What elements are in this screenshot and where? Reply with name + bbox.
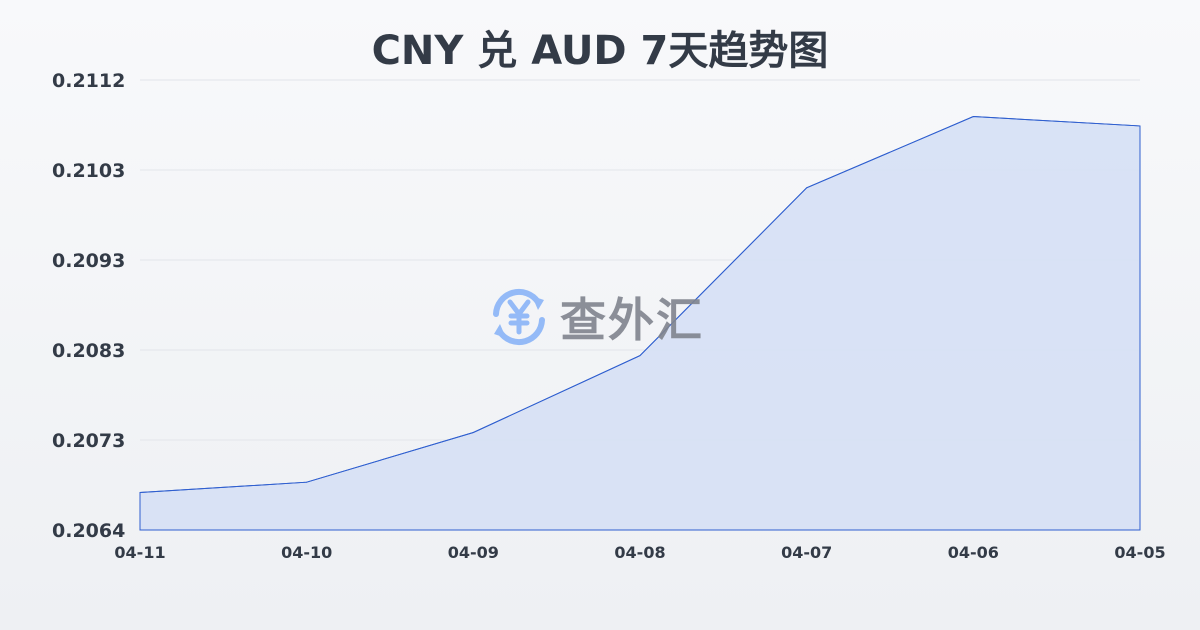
data-point xyxy=(472,432,474,433)
x-tick-label: 04-08 xyxy=(614,543,665,562)
x-tick-label: 04-07 xyxy=(781,543,832,562)
chart-title: CNY 兑 AUD 7天趋势图 xyxy=(371,28,829,74)
x-tick-label: 04-10 xyxy=(281,543,332,562)
y-tick-label: 0.2112 xyxy=(52,70,125,92)
y-tick-label: 0.2093 xyxy=(52,250,125,272)
y-tick-label: 0.2083 xyxy=(52,340,125,362)
data-point xyxy=(639,355,641,357)
data-point xyxy=(306,481,308,483)
y-tick-label: 0.2103 xyxy=(52,160,125,182)
x-tick-label: 04-06 xyxy=(948,543,999,562)
x-tick-label: 04-05 xyxy=(1114,543,1165,562)
yen-exchange-icon xyxy=(493,288,545,346)
y-tick-label: 0.2073 xyxy=(52,430,125,452)
y-tick-label: 0.2064 xyxy=(52,520,125,542)
data-point xyxy=(806,187,808,189)
x-tick-label: 04-11 xyxy=(114,543,165,562)
data-point xyxy=(139,492,141,493)
x-tick-label: 04-09 xyxy=(448,543,499,562)
data-point xyxy=(1139,125,1141,127)
data-point xyxy=(972,116,974,118)
watermark: 查外汇 xyxy=(488,284,704,350)
watermark-text: 查外汇 xyxy=(560,293,704,347)
